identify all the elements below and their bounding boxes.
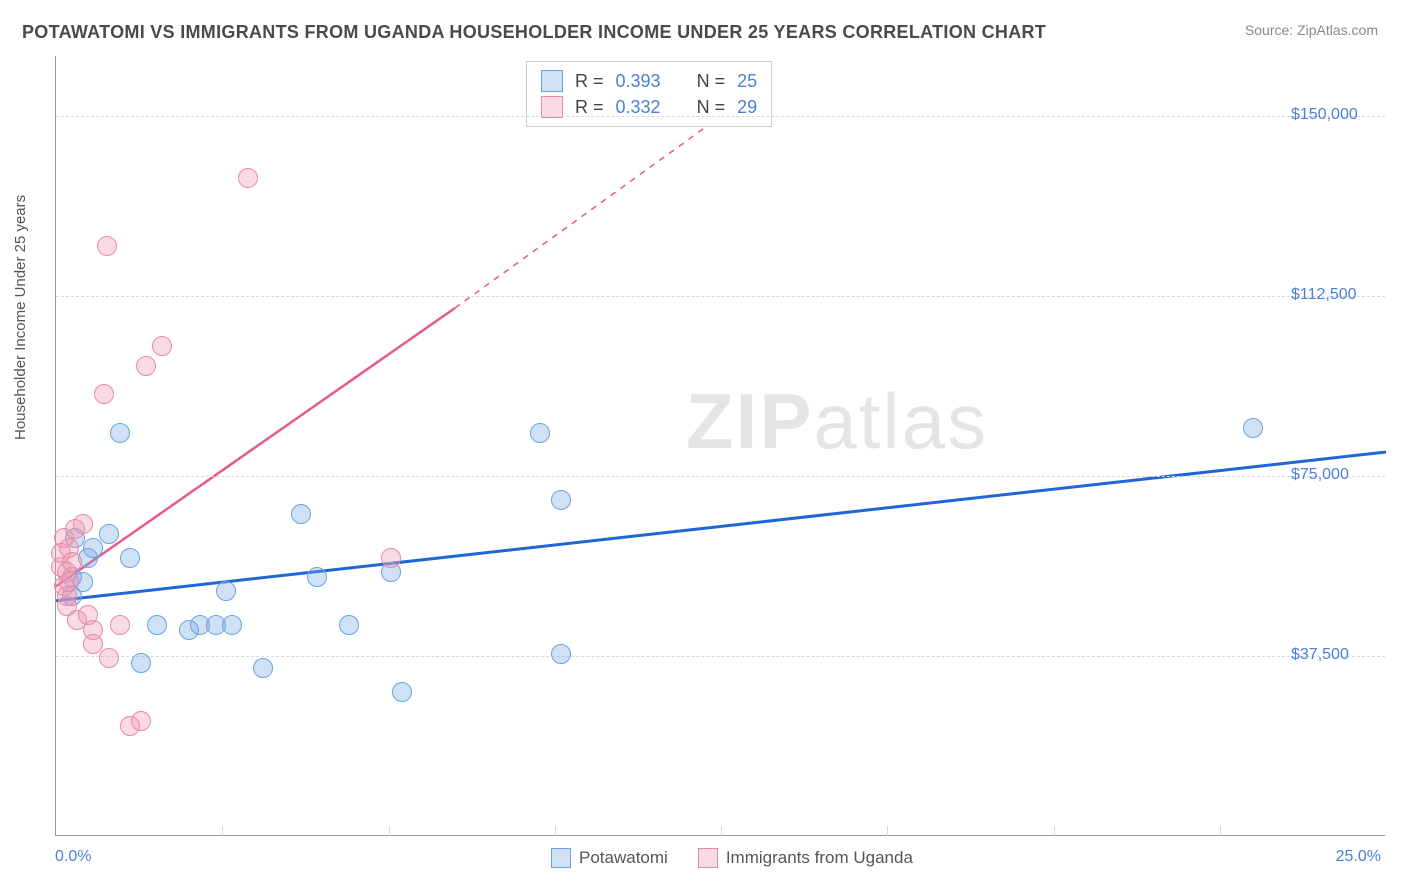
legend-swatch bbox=[698, 848, 718, 868]
legend-swatch bbox=[541, 70, 563, 92]
trend-line bbox=[56, 452, 1386, 601]
data-point bbox=[392, 682, 412, 702]
data-point bbox=[147, 615, 167, 635]
y-tick-label: $150,000 bbox=[1291, 106, 1358, 124]
legend-item: Immigrants from Uganda bbox=[698, 848, 913, 868]
legend-r-value: 0.393 bbox=[616, 71, 661, 92]
chart-title: POTAWATOMI VS IMMIGRANTS FROM UGANDA HOU… bbox=[22, 22, 1046, 43]
data-point bbox=[99, 524, 119, 544]
legend-r-label: R = bbox=[575, 97, 604, 118]
x-axis-max: 25.0% bbox=[1336, 848, 1381, 866]
gridline-v bbox=[887, 826, 888, 836]
y-axis-label: Householder Income Under 25 years bbox=[12, 195, 29, 440]
legend-n-value: 25 bbox=[737, 71, 757, 92]
data-point bbox=[110, 423, 130, 443]
legend-r-value: 0.332 bbox=[616, 97, 661, 118]
data-point bbox=[59, 572, 79, 592]
data-point bbox=[1243, 418, 1263, 438]
y-tick-label: $37,500 bbox=[1291, 646, 1349, 664]
gridline-h bbox=[56, 296, 1385, 297]
scatter-plot: ZIPatlas R =0.393N =25R =0.332N =29 Pota… bbox=[55, 56, 1385, 836]
gridline-h bbox=[56, 116, 1385, 117]
gridline-h bbox=[56, 476, 1385, 477]
data-point bbox=[291, 504, 311, 524]
legend-n-label: N = bbox=[697, 97, 726, 118]
legend-n-label: N = bbox=[697, 71, 726, 92]
gridline-v bbox=[1054, 826, 1055, 836]
y-tick-label: $75,000 bbox=[1291, 466, 1349, 484]
data-point bbox=[97, 236, 117, 256]
data-point bbox=[120, 548, 140, 568]
data-point bbox=[222, 615, 242, 635]
legend-series-name: Immigrants from Uganda bbox=[726, 848, 913, 868]
data-point bbox=[307, 567, 327, 587]
data-point bbox=[62, 552, 82, 572]
data-point bbox=[94, 384, 114, 404]
legend-n-value: 29 bbox=[737, 97, 757, 118]
data-point bbox=[551, 644, 571, 664]
data-point bbox=[136, 356, 156, 376]
data-point bbox=[110, 615, 130, 635]
gridline-v bbox=[389, 826, 390, 836]
legend-swatch bbox=[541, 96, 563, 118]
correlation-legend: R = 0.393 N = 25 R = 0.332 N = 29 bbox=[526, 61, 772, 127]
gridline-v bbox=[222, 826, 223, 836]
data-point bbox=[131, 711, 151, 731]
data-point bbox=[152, 336, 172, 356]
legend-item: Potawatomi bbox=[551, 848, 668, 868]
gridline-v bbox=[721, 826, 722, 836]
legend-series-name: Potawatomi bbox=[579, 848, 668, 868]
data-point bbox=[253, 658, 273, 678]
data-point bbox=[83, 634, 103, 654]
data-point bbox=[530, 423, 550, 443]
data-point bbox=[73, 514, 93, 534]
trend-line bbox=[455, 116, 721, 308]
data-point bbox=[131, 653, 151, 673]
y-tick-label: $112,500 bbox=[1291, 286, 1357, 304]
trend-line bbox=[56, 308, 455, 586]
watermark: ZIPatlas bbox=[686, 376, 988, 467]
data-point bbox=[83, 538, 103, 558]
gridline-h bbox=[56, 656, 1385, 657]
data-point bbox=[216, 581, 236, 601]
legend-row: R = 0.393 N = 25 bbox=[541, 68, 757, 94]
data-point bbox=[551, 490, 571, 510]
legend-r-label: R = bbox=[575, 71, 604, 92]
gridline-v bbox=[555, 826, 556, 836]
gridline-v bbox=[1220, 826, 1221, 836]
legend-swatch bbox=[551, 848, 571, 868]
data-point bbox=[99, 648, 119, 668]
x-axis-min: 0.0% bbox=[55, 848, 91, 866]
data-point bbox=[238, 168, 258, 188]
source-label: Source: ZipAtlas.com bbox=[1245, 22, 1378, 38]
series-legend: Potawatomi Immigrants from Uganda bbox=[551, 848, 913, 868]
data-point bbox=[381, 548, 401, 568]
data-point bbox=[339, 615, 359, 635]
